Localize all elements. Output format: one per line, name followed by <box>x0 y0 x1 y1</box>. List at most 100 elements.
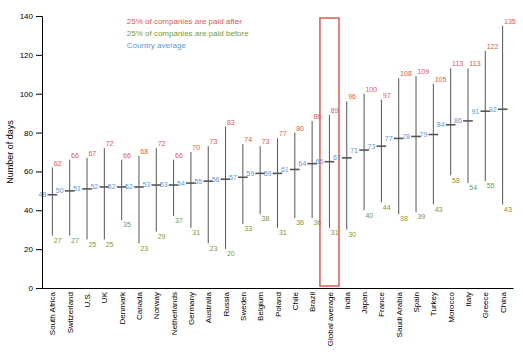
data-label: 39 <box>417 213 425 220</box>
range-line <box>433 84 434 204</box>
x-tick: Turkey <box>429 292 438 316</box>
data-label: 113 <box>452 60 463 67</box>
data-label: 135 <box>504 18 516 25</box>
legend-entry: Country average <box>127 41 187 50</box>
data-label: 73 <box>368 143 376 150</box>
data-label: 73 <box>262 138 270 145</box>
chart: 020406080100120140South AfricaSwitzerlan… <box>0 0 523 352</box>
data-label: 113 <box>469 60 480 67</box>
y-tick-mark <box>36 288 42 289</box>
data-label: 80 <box>296 125 304 132</box>
range-line <box>173 160 174 216</box>
average-tick <box>498 108 508 110</box>
y-tick-label: 80 <box>24 129 33 138</box>
y-tick-mark <box>36 94 42 95</box>
data-label: 38 <box>262 215 270 222</box>
data-label: 36 <box>296 219 304 226</box>
x-tick-label: Russia <box>222 291 231 316</box>
plot: 020406080100120140South AfricaSwitzerlan… <box>20 12 516 346</box>
y-tick-label: 100 <box>20 90 34 99</box>
data-label: 25 <box>106 241 114 248</box>
data-label: 66 <box>123 152 131 159</box>
data-label: 48 <box>39 191 47 198</box>
data-label: 33 <box>244 225 252 232</box>
y-tick-mark <box>36 55 42 56</box>
data-label: 84 <box>437 121 445 128</box>
x-tick: France <box>377 291 386 316</box>
x-tick-label: South Africa <box>48 291 57 335</box>
data-label: 73 <box>210 138 218 145</box>
range-line <box>294 133 295 218</box>
range-line <box>156 148 157 232</box>
average-tick <box>428 134 438 136</box>
x-tick-label: Spain <box>412 292 421 312</box>
range-line <box>450 68 451 175</box>
data-label: 23 <box>140 245 148 252</box>
data-label: 57 <box>229 174 237 181</box>
x-tick-label: Italy <box>464 292 473 307</box>
data-label: 68 <box>140 148 148 155</box>
x-tick-label: France <box>377 291 386 316</box>
range-line <box>364 94 365 211</box>
x-tick: Spain <box>412 292 421 312</box>
range-line <box>260 146 261 214</box>
data-label: 58 <box>452 177 460 184</box>
range-line <box>416 76 417 212</box>
range-line <box>346 101 347 229</box>
range-line <box>104 148 105 239</box>
y-tick-label: 40 <box>24 206 33 215</box>
data-label: 74 <box>244 136 252 143</box>
data-label: 52 <box>125 183 133 190</box>
data-label: 97 <box>383 92 391 99</box>
data-label: 54 <box>177 180 185 187</box>
x-tick-label: India <box>343 291 352 309</box>
data-label: 100 <box>365 86 377 93</box>
data-label: 67 <box>88 150 96 157</box>
x-tick: Canada <box>135 291 144 320</box>
data-label: 20 <box>227 250 235 257</box>
x-tick-label: Brazil <box>308 292 317 312</box>
x-tick: Brazil <box>308 292 317 312</box>
data-label: 31 <box>192 229 200 236</box>
x-tick-label: Global average <box>326 291 335 346</box>
y-axis-title: Number of days <box>5 120 15 184</box>
x-tick-label: China <box>499 291 508 312</box>
data-label: 62 <box>54 160 62 167</box>
data-label: 108 <box>400 70 412 77</box>
range-line <box>312 121 313 218</box>
y-tick-mark <box>36 249 42 250</box>
data-label: 92 <box>489 106 497 113</box>
data-label: 50 <box>56 187 64 194</box>
range-line <box>277 138 278 227</box>
range-line <box>329 115 330 228</box>
x-tick: Norway <box>152 292 161 319</box>
legend-entry: 25% of companies are paid before <box>127 29 249 38</box>
range-line <box>52 168 53 236</box>
legend: 25% of companies are paid after25% of co… <box>127 17 249 50</box>
x-tick: Japan <box>360 292 369 314</box>
x-tick: Morocco <box>447 291 456 322</box>
x-tick: South Africa <box>48 291 57 335</box>
x-tick-label: Japan <box>360 292 369 314</box>
y-tick: 60 <box>24 167 42 176</box>
x-tick: Poland <box>274 292 283 317</box>
y-tick: 20 <box>24 245 42 254</box>
range-line <box>398 78 399 214</box>
x-tick: Global average <box>326 291 335 346</box>
range-line <box>242 144 243 224</box>
data-label: 61 <box>281 166 289 173</box>
data-label: 35 <box>123 221 131 228</box>
range-line <box>467 68 468 183</box>
x-tick-label: Turkey <box>429 292 438 316</box>
x-tick-label: Belgium <box>256 292 265 321</box>
data-label: 52 <box>108 183 116 190</box>
data-label: 25 <box>88 241 96 248</box>
data-label: 59 <box>246 170 254 177</box>
y-axis-line <box>36 17 43 289</box>
y-tick: 0 <box>29 284 42 293</box>
data-label: 55 <box>487 182 495 189</box>
data-label: 77 <box>279 130 287 137</box>
y-tick-label: 60 <box>24 167 33 176</box>
data-label: 43 <box>435 206 443 213</box>
data-label: 31 <box>331 229 339 236</box>
